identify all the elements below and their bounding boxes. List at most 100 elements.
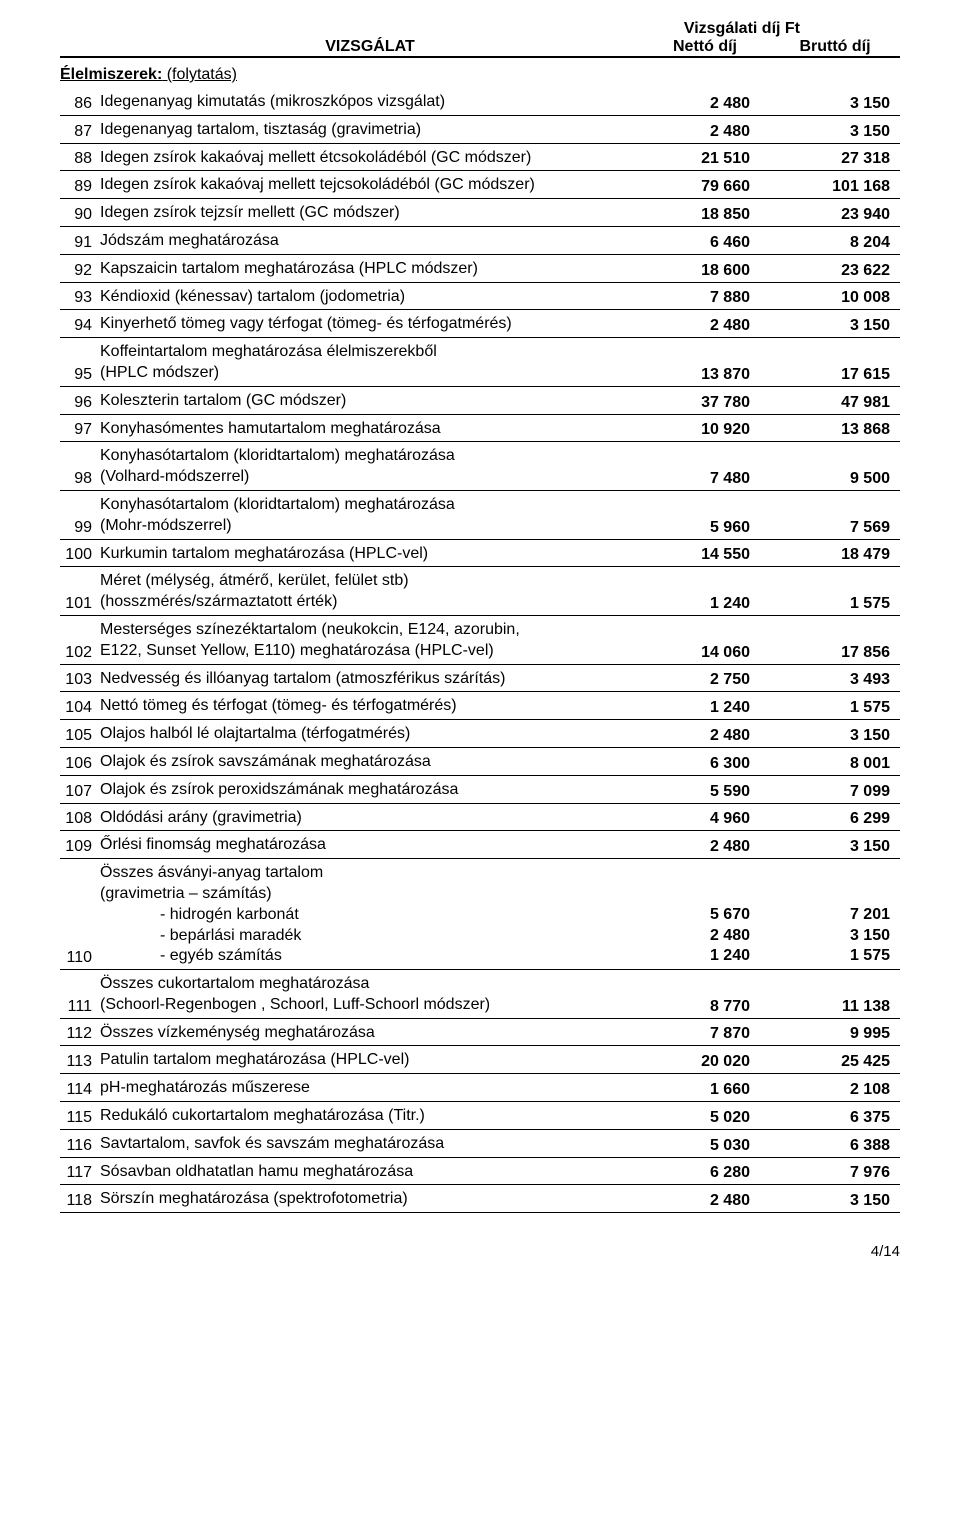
row-number: 92 [60,262,100,280]
table-row: 87Idegenanyag tartalom, tisztaság (gravi… [60,116,900,144]
row-net: 2 480 [640,838,770,856]
row-number: 102 [60,644,100,662]
row-number: 109 [60,838,100,856]
row-gross: 3 493 [770,671,900,689]
row-number: 117 [60,1164,100,1182]
row-description: Koffeintartalom meghatározása élelmiszer… [100,342,640,384]
row-net: 6 300 [640,755,770,773]
row-net: 2 480 [640,95,770,113]
row-net: 14 550 [640,546,770,564]
row-gross: 11 138 [770,998,900,1016]
row-net: 2 480 [640,123,770,141]
row-net: 5 590 [640,783,770,801]
row-description: Összes ásványi-anyag tartalom (gravimetr… [100,863,640,967]
row-gross: 47 981 [770,394,900,412]
row-net: 18 850 [640,206,770,224]
row-number: 103 [60,671,100,689]
row-description: Olajok és zsírok savszámának meghatározá… [100,752,640,773]
row-gross: 10 008 [770,289,900,307]
row-net: 2 480 [640,727,770,745]
row-number: 93 [60,289,100,307]
row-number: 108 [60,810,100,828]
table-row: 97Konyhasómentes hamutartalom meghatároz… [60,415,900,443]
row-description: Kinyerhető tömeg vagy térfogat (tömeg- é… [100,314,640,335]
row-description: Kéndioxid (kénessav) tartalom (jodometri… [100,287,640,308]
table-row: 92Kapszaicin tartalom meghatározása (HPL… [60,255,900,283]
row-net: 13 870 [640,366,770,384]
table-row: 89Idegen zsírok kakaóvaj mellett tejcsok… [60,171,900,199]
row-description: Idegen zsírok tejzsír mellett (GC módsze… [100,203,640,224]
row-number: 87 [60,123,100,141]
table-row: 109Őrlési finomság meghatározása2 4803 1… [60,831,900,859]
row-description: Redukáló cukortartalom meghatározása (Ti… [100,1106,640,1127]
table-row: 103Nedvesség és illóanyag tartalom (atmo… [60,665,900,693]
section-title-text: Élelmiszerek: [60,66,162,83]
row-gross: 6 375 [770,1109,900,1127]
fee-title: Vizsgálati díj Ft [60,20,900,38]
row-number: 111 [60,998,100,1016]
row-description: pH-meghatározás műszerese [100,1078,640,1099]
row-gross: 1 575 [770,595,900,613]
row-description: Idegenanyag tartalom, tisztaság (gravime… [100,120,640,141]
table-row: 102Mesterséges színezéktartalom (neukokc… [60,616,900,665]
row-gross: 25 425 [770,1053,900,1071]
row-number: 98 [60,470,100,488]
row-gross: 3 150 [770,123,900,141]
row-description: Olajok és zsírok peroxidszámának meghatá… [100,780,640,801]
table-row: 111Összes cukortartalom meghatározása (S… [60,970,900,1019]
row-net: 7 870 [640,1025,770,1043]
row-description: Nedvesség és illóanyag tartalom (atmoszf… [100,669,640,690]
col-gross-header: Bruttó díj [770,38,900,56]
row-gross: 6 299 [770,810,900,828]
row-net: 5 020 [640,1109,770,1127]
row-number: 116 [60,1137,100,1155]
table-row: 117Sósavban oldhatatlan hamu meghatározá… [60,1158,900,1186]
row-description: Sörszín meghatározása (spektrofotometria… [100,1189,640,1210]
row-gross: 3 150 [770,838,900,856]
row-number: 101 [60,595,100,613]
table-row: 86Idegenanyag kimutatás (mikroszkópos vi… [60,88,900,116]
table-row: 91Jódszám meghatározása6 4608 204 [60,227,900,255]
row-net: 2 480 [640,1192,770,1210]
row-net: 5 030 [640,1137,770,1155]
row-number: 113 [60,1053,100,1071]
row-number: 91 [60,234,100,252]
table-row: 106Olajok és zsírok savszámának meghatár… [60,748,900,776]
row-net: 10 920 [640,421,770,439]
row-description: Konyhasótartalom (kloridtartalom) meghat… [100,495,640,537]
table-row: 100Kurkumin tartalom meghatározása (HPLC… [60,540,900,568]
row-net: 2 480 [640,317,770,335]
row-description: Konyhasótartalom (kloridtartalom) meghat… [100,446,640,488]
table-row: 113Patulin tartalom meghatározása (HPLC-… [60,1046,900,1074]
row-gross: 17 615 [770,366,900,384]
row-number: 118 [60,1192,100,1210]
row-description: Összes vízkeménység meghatározása [100,1023,640,1044]
row-net: 1 240 [640,699,770,717]
col-net-header: Nettó díj [640,38,770,56]
row-description: Oldódási arány (gravimetria) [100,808,640,829]
table-row: 116Savtartalom, savfok és savszám meghat… [60,1130,900,1158]
row-gross: 18 479 [770,546,900,564]
table-row: 104Nettó tömeg és térfogat (tömeg- és té… [60,692,900,720]
row-gross: 23 622 [770,262,900,280]
row-net: 4 960 [640,810,770,828]
row-gross: 8 204 [770,234,900,252]
row-number: 89 [60,178,100,196]
table-row: 105Olajos halból lé olajtartalma (térfog… [60,720,900,748]
row-number: 97 [60,421,100,439]
row-description: Nettó tömeg és térfogat (tömeg- és térfo… [100,696,640,717]
row-description: Olajos halból lé olajtartalma (térfogatm… [100,724,640,745]
row-number: 115 [60,1109,100,1127]
row-description: Idegen zsírok kakaóvaj mellett étcsokolá… [100,148,640,169]
row-net: 6 460 [640,234,770,252]
row-number: 106 [60,755,100,773]
row-net: 79 660 [640,178,770,196]
table-row: 114pH-meghatározás műszerese1 6602 108 [60,1074,900,1102]
table-row: 88Idegen zsírok kakaóvaj mellett étcsoko… [60,144,900,172]
row-description: Kapszaicin tartalom meghatározása (HPLC … [100,259,640,280]
row-gross: 17 856 [770,644,900,662]
row-number: 114 [60,1081,100,1099]
row-net: 1 240 [640,595,770,613]
table-row: 98Konyhasótartalom (kloridtartalom) megh… [60,442,900,491]
row-description: Sósavban oldhatatlan hamu meghatározása [100,1162,640,1183]
